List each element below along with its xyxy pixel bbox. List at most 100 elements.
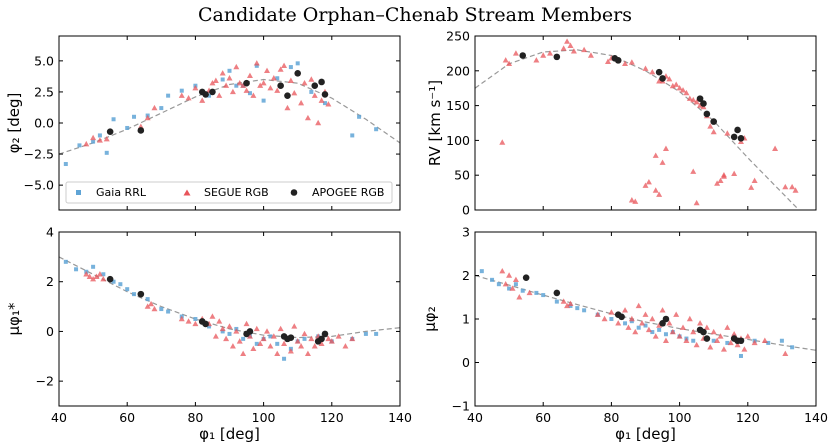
segue-point <box>707 344 714 350</box>
y-tick-label: 5.0 <box>34 53 54 68</box>
gaia-point <box>691 338 696 343</box>
y-axis-label-pm2: μφ₂ <box>421 306 439 331</box>
segue-point <box>731 170 738 177</box>
apogee-point <box>659 75 666 82</box>
segue-point <box>731 331 738 337</box>
fit-curve-pm2 <box>475 274 816 351</box>
segue-point <box>567 42 574 48</box>
segue-point <box>656 322 663 328</box>
gaia-point <box>220 329 225 334</box>
gaia-point <box>179 88 184 93</box>
apogee-point <box>734 126 741 134</box>
gaia-point <box>118 282 123 287</box>
segue-point <box>253 60 260 66</box>
x-tick-label: 80 <box>603 410 619 425</box>
segue-point <box>103 135 110 142</box>
gaia-point <box>357 114 362 119</box>
gaia-point <box>227 68 232 73</box>
segue-point <box>683 89 690 96</box>
gaia-point <box>609 317 614 321</box>
legend: Gaia RRL SEGUE RGB APOGEE RGB <box>65 181 393 204</box>
segue-point <box>301 80 308 86</box>
gaia-point <box>322 101 327 106</box>
segue-point <box>761 337 768 343</box>
segue-point <box>144 114 151 121</box>
segue-point <box>710 128 717 135</box>
segue-point <box>219 325 226 332</box>
segue-point <box>250 345 257 352</box>
y-tick-label: 200 <box>446 63 470 78</box>
segue-point <box>90 276 97 282</box>
segue-point <box>724 324 731 330</box>
segue-point <box>720 346 727 352</box>
segue-point <box>632 328 639 335</box>
apogee-point <box>311 82 319 90</box>
segue-point <box>243 320 250 327</box>
segue-point <box>673 311 680 317</box>
gaia-point <box>193 317 198 321</box>
gaia-point <box>104 150 109 155</box>
segue-point <box>659 307 666 313</box>
segue-point <box>144 303 151 309</box>
segue-point <box>349 335 356 342</box>
segue-point <box>240 350 247 356</box>
gaia-point <box>63 259 68 264</box>
segue-point <box>734 341 741 348</box>
segue-point <box>267 85 274 91</box>
segue-point <box>690 328 697 335</box>
segue-point <box>246 333 253 339</box>
apogee-point <box>700 328 707 336</box>
gaia-point <box>125 125 130 130</box>
y-axis-label-phi2: φ₂ [deg] <box>5 93 23 154</box>
segue-point <box>703 324 710 330</box>
segue-point <box>666 320 673 326</box>
x-tick-label: 140 <box>804 410 828 425</box>
segue-point <box>564 302 571 309</box>
gaia-point <box>111 117 116 122</box>
segue-point <box>506 272 513 278</box>
y-tick-label: −2.5 <box>24 147 54 162</box>
segue-point <box>90 134 97 141</box>
segue-point <box>325 101 332 107</box>
panel-rv: 0 50 100 150 200 250 RV [km s⁻¹] <box>426 29 817 218</box>
segue-point <box>622 307 629 313</box>
segue-point <box>676 333 683 339</box>
gaia-point <box>663 332 668 337</box>
segue-point <box>608 309 615 315</box>
y-tick-label: 0 <box>46 324 54 339</box>
segue-point <box>499 267 506 274</box>
segue-point <box>264 328 271 334</box>
panel-pm1: 40 60 80 100 120 140 −2 0 2 4 φ₁ [deg] μφ₁* <box>5 225 412 443</box>
segue-point <box>509 285 516 291</box>
segue-point <box>277 325 284 332</box>
gaia-point <box>513 282 518 287</box>
segue-point <box>96 137 103 143</box>
segue-point <box>652 152 659 158</box>
x-axis-label-pm1: φ₁ [deg] <box>199 425 260 443</box>
apogee-point <box>106 275 114 283</box>
gaia-point <box>132 114 137 119</box>
segue-point <box>656 191 663 197</box>
apogee-point <box>246 328 254 335</box>
gaia-point <box>91 139 96 144</box>
apogee-point <box>294 69 302 77</box>
segue-point <box>212 77 219 83</box>
gaia-point <box>790 345 795 350</box>
segue-point <box>666 75 673 82</box>
segue-point <box>86 273 93 279</box>
segue-point <box>93 273 100 279</box>
segue-point <box>693 199 700 206</box>
segue-point <box>178 92 185 98</box>
apogee-point <box>318 335 325 343</box>
segue-point <box>714 337 721 343</box>
apogee-point <box>655 68 663 76</box>
segue-point <box>547 50 554 56</box>
segue-point <box>226 323 233 329</box>
segue-point <box>632 198 639 204</box>
gaia-point <box>254 63 259 68</box>
segue-point <box>178 315 185 322</box>
plot-area-pm2 <box>475 267 816 358</box>
segue-point <box>216 92 223 98</box>
segue-point <box>216 318 223 324</box>
y-tick-label: 2 <box>46 274 54 289</box>
